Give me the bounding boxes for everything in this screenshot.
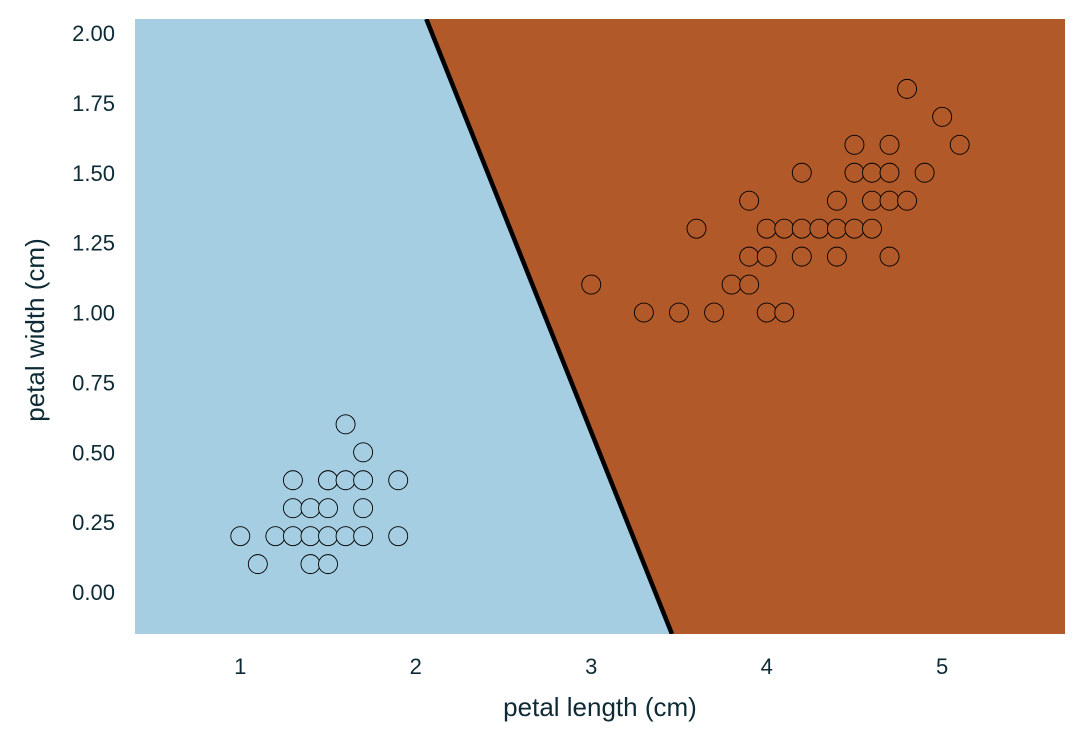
y-tick-label: 0.25 — [72, 510, 115, 535]
data-point — [739, 190, 760, 211]
data-point — [353, 526, 374, 547]
y-tick-label: 0.50 — [72, 440, 115, 465]
data-point — [791, 246, 812, 267]
data-point — [809, 218, 830, 239]
data-point — [388, 526, 409, 547]
data-point — [721, 274, 742, 295]
data-point — [791, 162, 812, 183]
data-point — [932, 106, 953, 127]
region-left — [135, 19, 672, 634]
data-point — [756, 218, 777, 239]
y-tick-label: 1.75 — [72, 91, 115, 116]
data-point — [353, 470, 374, 491]
data-point — [335, 526, 356, 547]
data-point — [879, 246, 900, 267]
data-point — [704, 302, 725, 323]
data-point — [633, 302, 654, 323]
data-point — [879, 162, 900, 183]
y-tick-label: 1.25 — [72, 231, 115, 256]
data-points — [230, 78, 970, 575]
data-point — [791, 218, 812, 239]
y-axis-label: petal width (cm) — [20, 238, 50, 422]
x-tick-label: 5 — [936, 654, 948, 679]
data-point — [826, 218, 847, 239]
x-axis-label: petal length (cm) — [503, 692, 697, 722]
data-point — [774, 302, 795, 323]
data-point — [353, 498, 374, 519]
x-tick-label: 2 — [410, 654, 422, 679]
decision-boundary-group — [424, 19, 675, 634]
y-tick-label: 2.00 — [72, 21, 115, 46]
y-tick-label: 0.75 — [72, 370, 115, 395]
region-right — [426, 19, 1065, 634]
data-point — [282, 470, 303, 491]
data-point — [862, 218, 882, 239]
data-point — [862, 190, 882, 211]
data-point — [318, 554, 338, 575]
data-point — [897, 190, 918, 211]
data-point — [353, 442, 374, 463]
data-point — [335, 414, 356, 435]
decision-regions — [135, 19, 1065, 634]
data-point — [300, 554, 321, 575]
data-point — [879, 190, 900, 211]
y-tick-label: 0.00 — [72, 580, 115, 605]
data-point — [774, 218, 795, 239]
data-point — [581, 274, 602, 295]
decision-boundary-line — [424, 19, 675, 634]
data-point — [826, 246, 847, 267]
data-point — [388, 470, 409, 491]
x-axis-ticks: 1 2 3 4 5 — [234, 654, 948, 679]
data-point — [335, 470, 356, 491]
data-point — [247, 554, 268, 575]
data-point — [862, 162, 882, 183]
data-point — [686, 218, 707, 239]
data-point — [739, 246, 760, 267]
data-point — [897, 78, 918, 99]
data-point — [914, 162, 935, 183]
data-point — [844, 134, 865, 155]
x-tick-label: 1 — [234, 654, 246, 679]
data-point — [318, 498, 338, 519]
data-point — [300, 526, 321, 547]
data-point — [844, 162, 865, 183]
data-point — [879, 134, 900, 155]
data-point — [300, 498, 321, 519]
data-point — [318, 470, 338, 491]
y-tick-label: 1.00 — [72, 301, 115, 326]
data-point — [318, 526, 338, 547]
x-tick-label: 4 — [761, 654, 773, 679]
data-point — [669, 302, 689, 323]
data-point — [949, 134, 970, 155]
data-point — [739, 274, 760, 295]
data-point — [844, 218, 865, 239]
data-point — [265, 526, 286, 547]
data-point — [282, 498, 303, 519]
data-point — [282, 526, 303, 547]
data-point — [756, 246, 777, 267]
y-tick-label: 1.50 — [72, 161, 115, 186]
data-point — [756, 302, 777, 323]
data-point — [230, 526, 251, 547]
y-axis-ticks: 0.00 0.25 0.50 0.75 1.00 1.25 1.50 1.75 2.00 — [72, 21, 115, 605]
data-point — [826, 190, 847, 211]
x-tick-label: 3 — [585, 654, 597, 679]
